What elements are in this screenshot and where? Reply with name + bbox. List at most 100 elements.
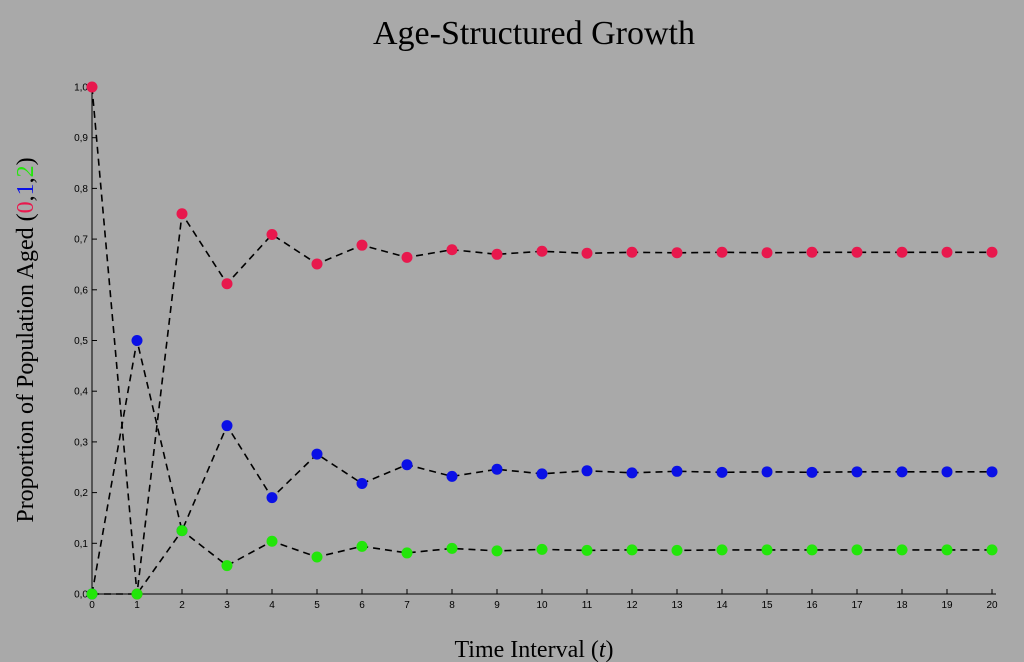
series-1-point [536, 468, 548, 480]
series-2-point [536, 543, 548, 555]
series-1-point [446, 470, 458, 482]
series-0-point [626, 246, 638, 258]
series-1-point [716, 466, 728, 478]
series-1-point [851, 466, 863, 478]
series-1-point [896, 466, 908, 478]
x-tick-label: 2 [179, 600, 185, 611]
x-tick-label: 13 [671, 600, 683, 611]
x-tick-label: 11 [582, 600, 593, 611]
x-tick-label: 4 [269, 600, 275, 611]
series-2-point [446, 542, 458, 554]
x-tick-label: 17 [851, 600, 863, 611]
y-tick-label: 0,9 [74, 133, 88, 144]
series-0-point [86, 81, 98, 93]
series-2-point [401, 547, 413, 559]
series-0-point [221, 278, 233, 290]
y-axis-label: Proportion of Population Aged (0,1,2) [13, 157, 39, 522]
x-tick-label: 7 [404, 600, 410, 611]
series-1-point [356, 477, 368, 489]
series-2-point [671, 544, 683, 556]
series-2-point [581, 544, 593, 556]
series-0-point [446, 244, 458, 256]
series-0-point [491, 248, 503, 260]
series-2-point [86, 588, 98, 600]
y-tick-label: 1,0 [74, 83, 88, 94]
series-0-point [536, 245, 548, 257]
series-2-point [851, 544, 863, 556]
x-tick-label: 1 [134, 600, 140, 611]
x-tick-label: 16 [806, 600, 818, 611]
series-2-point [896, 544, 908, 556]
y-tick-label: 0,3 [74, 437, 88, 448]
y-tick-label: 0,7 [74, 235, 88, 246]
series-1-point [221, 420, 233, 432]
series-1-point [311, 448, 323, 460]
y-axis-label-prefix: Proportion of Population Aged ( [13, 213, 39, 522]
x-tick-label: 18 [896, 600, 908, 611]
y-tick-label: 0,2 [74, 488, 88, 499]
series-2-point [131, 588, 143, 600]
series-0-point [986, 246, 998, 258]
series-1-point [581, 465, 593, 477]
series-0-point [851, 246, 863, 258]
x-tick-label: 8 [449, 600, 455, 611]
series-1-point [266, 492, 278, 504]
chart-title: Age-Structured Growth [373, 15, 695, 52]
x-tick-label: 9 [494, 600, 500, 611]
series-2-point [806, 544, 818, 556]
series-1-point [761, 466, 773, 478]
x-tick-label: 20 [986, 600, 998, 611]
x-axis-label-prefix: Time Interval ( [454, 637, 598, 662]
y-tick-label: 0,5 [74, 336, 88, 347]
x-axis-label-variable: t [599, 637, 607, 662]
x-tick-label: 10 [536, 600, 548, 611]
y-tick-label: 0,1 [74, 539, 88, 550]
series-0-point [401, 251, 413, 263]
series-2-point [761, 544, 773, 556]
y-tick-label: 0,8 [74, 184, 88, 195]
series-1-point [131, 335, 143, 346]
series-0-point [716, 246, 728, 258]
series-1-point [806, 466, 818, 478]
axes: 0,00,10,20,30,40,50,60,70,80,91,00 1 2 3 4 5 6… [74, 83, 998, 612]
x-tick-label: 15 [761, 600, 773, 611]
series-1-point [626, 467, 638, 479]
series-0-line [91, 86, 992, 595]
series-1-point [986, 466, 998, 478]
y-tick-label: 0,6 [74, 285, 88, 296]
series-0-point [761, 247, 773, 259]
series-0-point [311, 258, 323, 270]
x-tick-label: 5 [314, 600, 320, 611]
series-1-point [671, 465, 683, 477]
y-axis-label-age-2: 2 [13, 165, 39, 177]
x-axis-label-suffix: ) [606, 637, 614, 662]
y-axis-label-suffix: ) [13, 157, 39, 165]
series-2-point [941, 544, 953, 556]
series-2-point [176, 525, 188, 537]
series-1-point [401, 459, 413, 471]
x-tick-label: 12 [626, 600, 638, 611]
y-axis-label-sep-1: , [13, 195, 39, 201]
y-axis-label-age-1: 1 [13, 183, 39, 195]
series-0-point [896, 246, 908, 258]
x-tick-label: 19 [941, 600, 953, 611]
y-tick-label: 0,4 [74, 387, 88, 398]
series-0-point [266, 229, 278, 241]
y-axis-label-sep-2: , [13, 177, 39, 183]
series-0-point [941, 246, 953, 258]
series-0-point [581, 247, 593, 259]
series-2-point [986, 544, 998, 556]
y-tick-label: 0,0 [74, 590, 88, 601]
series-1-point [491, 463, 503, 475]
series-0-point [356, 239, 368, 251]
series-2-point [716, 544, 728, 556]
x-tick-label: 6 [359, 600, 365, 611]
series-2-point [626, 544, 638, 556]
x-axis-label: Time Interval (t) [454, 637, 613, 662]
series-0-point [176, 208, 188, 220]
series-layer [86, 81, 998, 600]
series-0-point [671, 247, 683, 259]
series-0-point [806, 246, 818, 258]
